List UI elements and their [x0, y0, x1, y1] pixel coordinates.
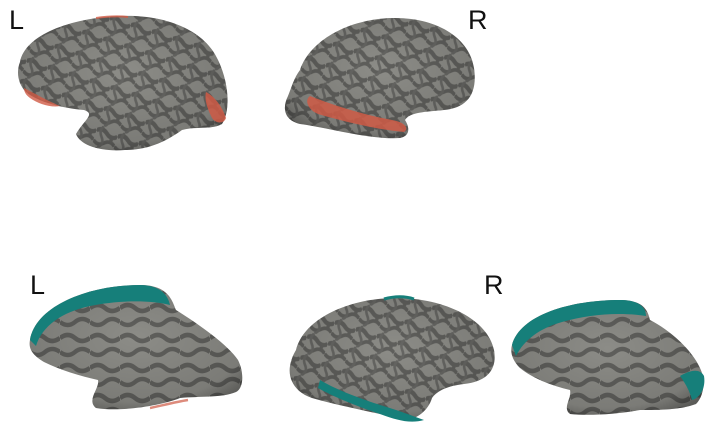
right-lateral-hemisphere — [284, 18, 475, 139]
right-lateral-bottom-temporal-highlight — [318, 380, 424, 422]
left-hemisphere-label-bottom: L — [30, 270, 46, 300]
right-hemisphere-label-bottom: R — [484, 270, 504, 300]
left-hemisphere-label-top: L — [9, 5, 25, 35]
left-medial-superior-highlight — [30, 285, 170, 346]
left-lateral-hemisphere — [18, 15, 228, 151]
left-lateral-frontal-highlight — [24, 88, 60, 107]
left-medial-hemisphere — [29, 285, 243, 410]
right-medial-superior-highlight — [512, 300, 646, 356]
right-lateral-temporal-highlight — [307, 96, 407, 132]
left-lateral-occipital-highlight — [205, 92, 226, 123]
right-lateral-hemisphere-bottom — [289, 295, 495, 422]
right-hemisphere-label-top: R — [468, 5, 488, 35]
right-medial-hemisphere — [511, 300, 705, 415]
right-medial-occipital-highlight — [680, 370, 705, 400]
